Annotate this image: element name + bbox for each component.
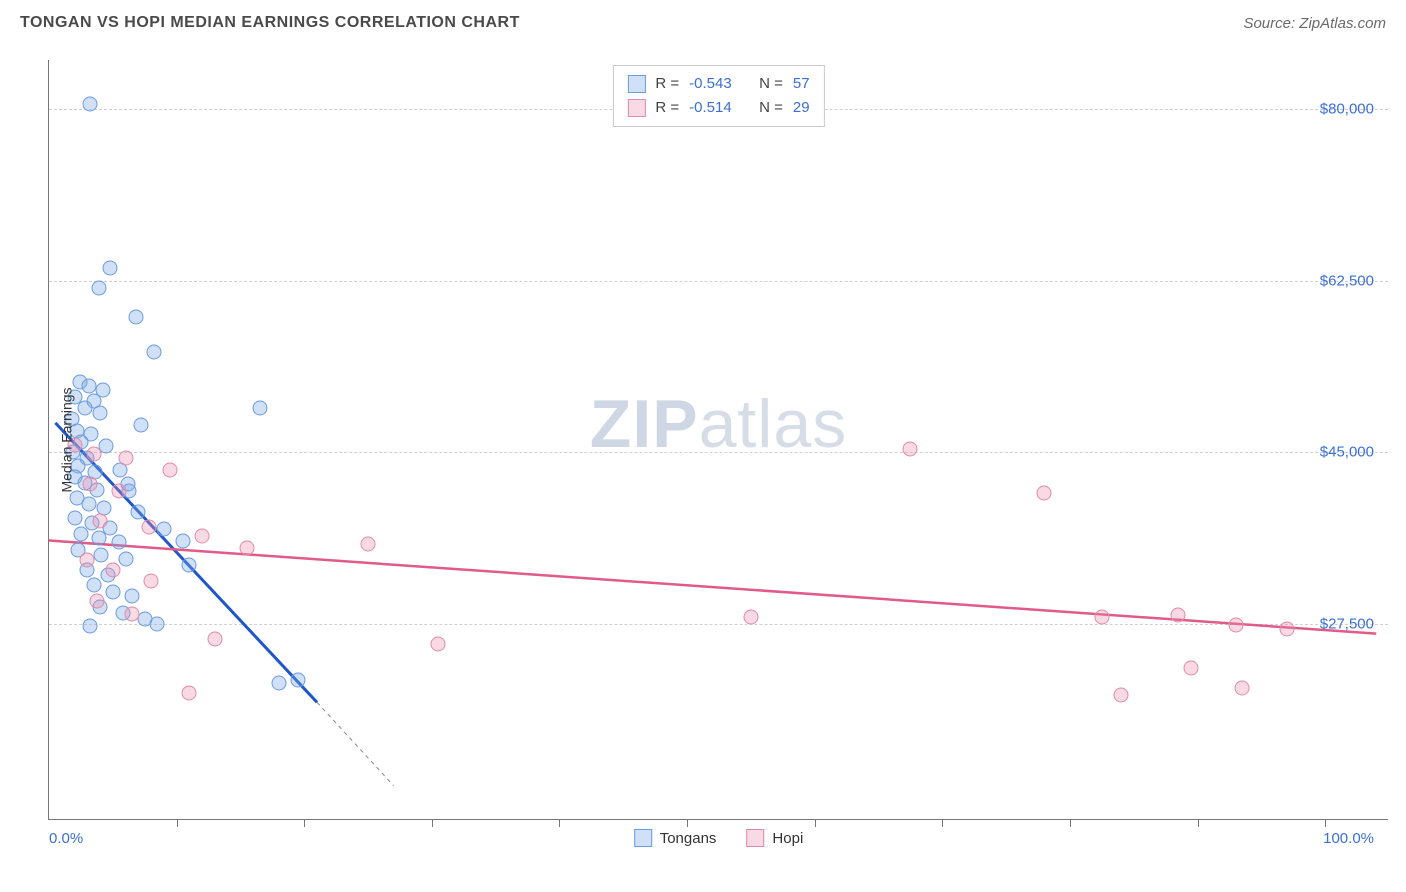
data-point bbox=[195, 528, 210, 543]
legend-label-tongans: Tongans bbox=[660, 830, 717, 847]
gridline bbox=[49, 452, 1388, 453]
data-point bbox=[93, 513, 108, 528]
data-point bbox=[67, 510, 82, 525]
gridline bbox=[49, 624, 1388, 625]
stats-legend: R = -0.543 N = 57 R = -0.514 N = 29 bbox=[612, 65, 824, 127]
data-point bbox=[1171, 608, 1186, 623]
data-point bbox=[1094, 610, 1109, 625]
data-point bbox=[103, 260, 118, 275]
data-point bbox=[163, 462, 178, 477]
data-point bbox=[91, 530, 106, 545]
swatch-hopi bbox=[627, 99, 645, 117]
data-point bbox=[182, 558, 197, 573]
data-point bbox=[93, 406, 108, 421]
data-point bbox=[124, 607, 139, 622]
data-point bbox=[105, 584, 120, 599]
data-point bbox=[146, 345, 161, 360]
x-tick bbox=[432, 819, 433, 827]
data-point bbox=[150, 616, 165, 631]
y-tick-label: $27,500 bbox=[1320, 615, 1374, 632]
legend: Tongans Hopi bbox=[634, 829, 804, 847]
data-point bbox=[105, 562, 120, 577]
y-axis-label: Median Earnings bbox=[59, 387, 75, 492]
data-point bbox=[81, 378, 96, 393]
data-point bbox=[1279, 621, 1294, 636]
data-point bbox=[91, 280, 106, 295]
y-tick-label: $45,000 bbox=[1320, 444, 1374, 461]
data-point bbox=[112, 484, 127, 499]
trend-lines bbox=[49, 60, 1388, 819]
data-point bbox=[133, 417, 148, 432]
y-tick-label: $62,500 bbox=[1320, 272, 1374, 289]
legend-label-hopi: Hopi bbox=[772, 830, 803, 847]
data-point bbox=[156, 521, 171, 536]
data-point bbox=[82, 476, 97, 491]
data-point bbox=[271, 675, 286, 690]
data-point bbox=[239, 541, 254, 556]
gridline bbox=[49, 281, 1388, 282]
data-point bbox=[290, 672, 305, 687]
swatch-tongans bbox=[627, 75, 645, 93]
data-point bbox=[112, 535, 127, 550]
data-point bbox=[118, 552, 133, 567]
y-tick-label: $80,000 bbox=[1320, 101, 1374, 118]
x-tick bbox=[1325, 819, 1326, 827]
data-point bbox=[903, 442, 918, 457]
x-tick bbox=[177, 819, 178, 827]
data-point bbox=[81, 497, 96, 512]
data-point bbox=[182, 685, 197, 700]
data-point bbox=[1114, 688, 1129, 703]
data-point bbox=[431, 637, 446, 652]
data-point bbox=[252, 401, 267, 416]
data-point bbox=[80, 553, 95, 568]
stats-row-tongans: R = -0.543 N = 57 bbox=[627, 72, 809, 96]
chart-title: TONGAN VS HOPI MEDIAN EARNINGS CORRELATI… bbox=[20, 14, 520, 32]
data-point bbox=[1037, 486, 1052, 501]
n-value-hopi: 29 bbox=[793, 96, 810, 120]
r-value-tongans: -0.543 bbox=[689, 72, 749, 96]
data-point bbox=[131, 505, 146, 520]
x-tick bbox=[687, 819, 688, 827]
data-point bbox=[128, 309, 143, 324]
data-point bbox=[141, 519, 156, 534]
data-point bbox=[99, 439, 114, 454]
data-point bbox=[124, 589, 139, 604]
legend-item-tongans: Tongans bbox=[634, 829, 717, 847]
data-point bbox=[73, 526, 88, 541]
plot-area: ZIPatlas R = -0.543 N = 57 R = -0.514 N … bbox=[48, 60, 1388, 820]
r-value-hopi: -0.514 bbox=[689, 96, 749, 120]
data-point bbox=[1228, 617, 1243, 632]
x-tick bbox=[1070, 819, 1071, 827]
legend-swatch-hopi bbox=[746, 829, 764, 847]
data-point bbox=[361, 537, 376, 552]
data-point bbox=[90, 594, 105, 609]
chart-container: ZIPatlas R = -0.543 N = 57 R = -0.514 N … bbox=[48, 60, 1388, 820]
data-point bbox=[118, 451, 133, 466]
n-value-tongans: 57 bbox=[793, 72, 810, 96]
data-point bbox=[1184, 661, 1199, 676]
data-point bbox=[1235, 680, 1250, 695]
x-tick bbox=[1198, 819, 1199, 827]
legend-item-hopi: Hopi bbox=[746, 829, 803, 847]
data-point bbox=[86, 577, 101, 592]
data-point bbox=[207, 631, 222, 646]
data-point bbox=[77, 401, 92, 416]
x-tick bbox=[815, 819, 816, 827]
x-tick bbox=[559, 819, 560, 827]
trend-line-extrapolation bbox=[317, 702, 394, 785]
data-point bbox=[82, 97, 97, 112]
data-point bbox=[82, 618, 97, 633]
x-tick bbox=[942, 819, 943, 827]
data-point bbox=[743, 610, 758, 625]
data-point bbox=[176, 533, 191, 548]
source-label: Source: ZipAtlas.com bbox=[1243, 15, 1386, 32]
data-point bbox=[144, 573, 159, 588]
x-tick bbox=[304, 819, 305, 827]
legend-swatch-tongans bbox=[634, 829, 652, 847]
x-axis-max-label: 100.0% bbox=[1323, 830, 1374, 847]
x-axis-min-label: 0.0% bbox=[49, 830, 83, 847]
data-point bbox=[94, 548, 109, 563]
data-point bbox=[86, 447, 101, 462]
stats-row-hopi: R = -0.514 N = 29 bbox=[627, 96, 809, 120]
